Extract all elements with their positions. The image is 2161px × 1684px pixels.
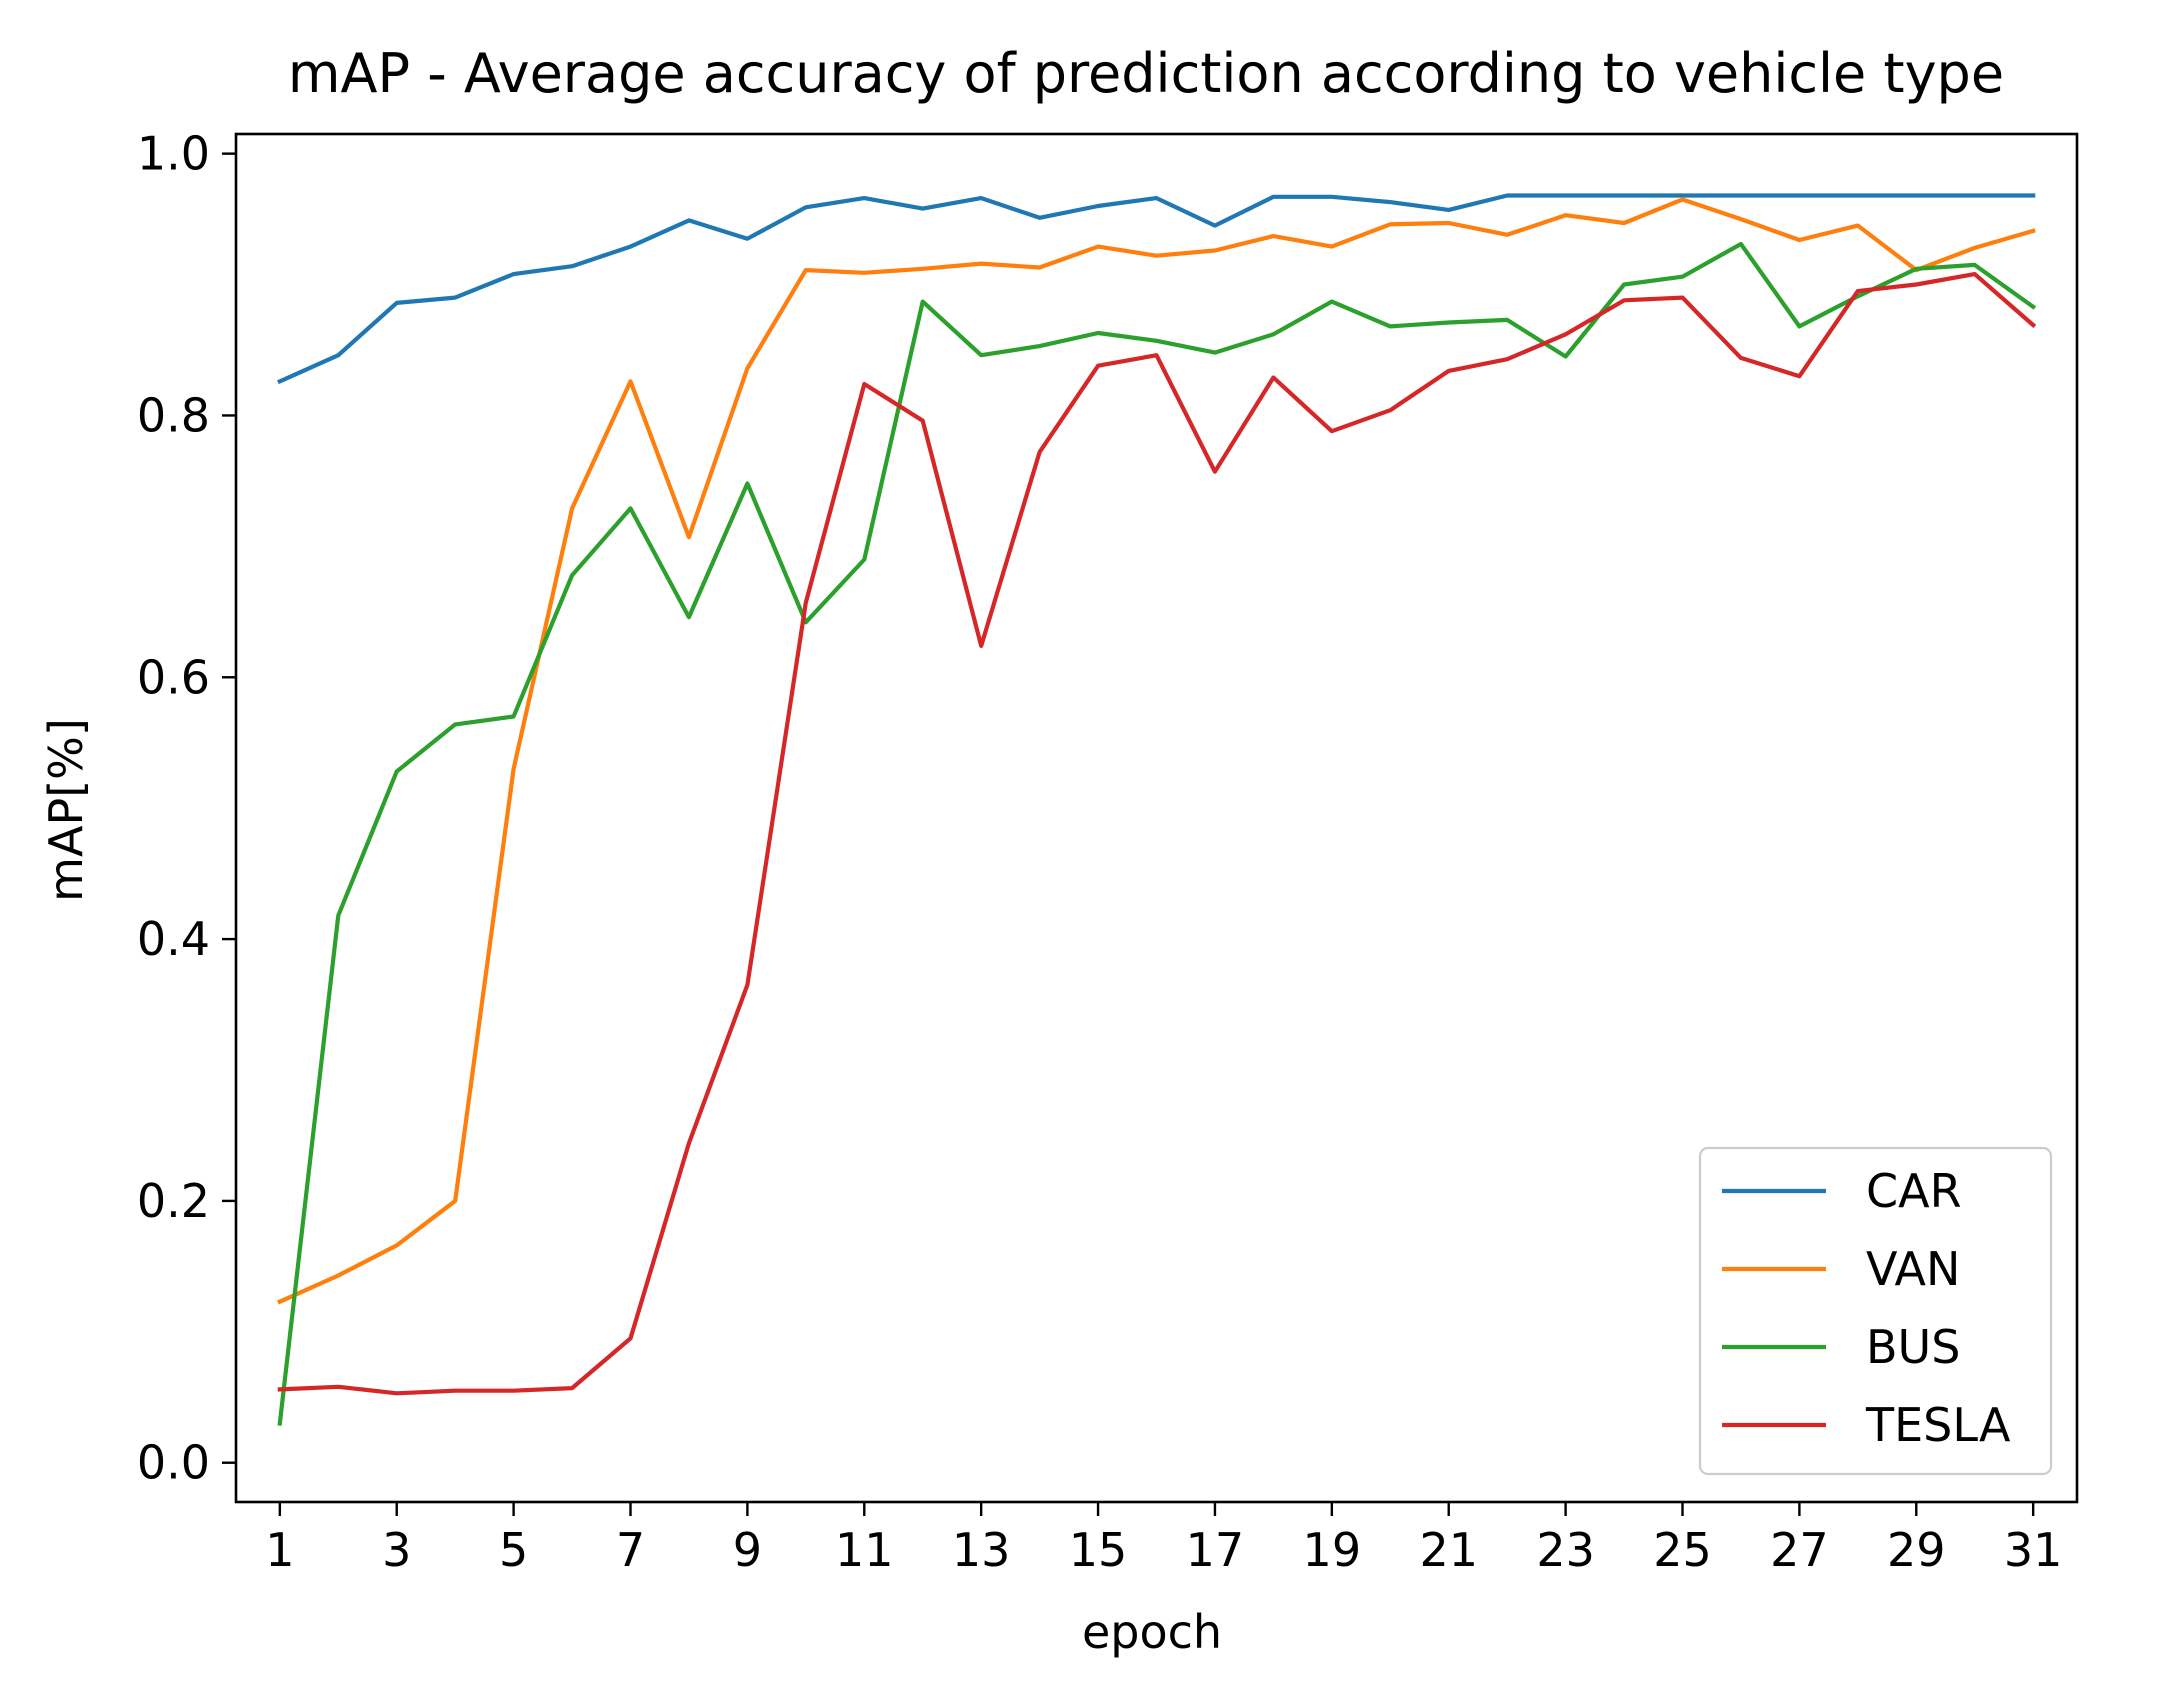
x-tick-label: 3 [382, 1523, 411, 1577]
legend: CAR VAN BUS TESLA [1698, 1146, 2053, 1476]
x-tick-label: 15 [1069, 1523, 1128, 1577]
series-line-tesla [277, 272, 2037, 1396]
x-tick-label: 17 [1186, 1523, 1245, 1577]
series-line-bus [277, 241, 2037, 1426]
y-tick-label: 0.2 [137, 1174, 210, 1228]
x-tick-label: 25 [1653, 1523, 1712, 1577]
series-line-car [277, 193, 2036, 385]
legend-frame [1698, 1146, 2053, 1476]
legend-label-car: CAR [1866, 1164, 1962, 1218]
y-tick-label: 0.8 [137, 388, 210, 442]
axes-frame [234, 132, 2079, 1504]
legend-label-van: VAN [1866, 1242, 1960, 1296]
x-tick-label: 27 [1770, 1523, 1829, 1577]
x-tick-label: 11 [835, 1523, 894, 1577]
plot-area: 1 3 5 7 9 11 13 15 17 19 21 23 25 27 29 310.00.20.40.60… [137, 127, 2079, 1577]
x-tick-label: 9 [733, 1523, 762, 1577]
y-tick-label: 0.4 [137, 912, 210, 966]
x-tick-label: 19 [1303, 1523, 1362, 1577]
y-tick-label: 1.0 [137, 127, 210, 181]
x-tick-label: 21 [1419, 1523, 1478, 1577]
y-axis-label: mAP[%] [39, 718, 93, 902]
y-tick-label: 0.6 [137, 650, 210, 704]
x-tick-label: 13 [952, 1523, 1011, 1577]
x-tick-label: 7 [616, 1523, 645, 1577]
y-tick-label: 0.0 [137, 1436, 210, 1490]
legend-label-tesla: TESLA [1865, 1398, 2011, 1452]
series-line-van [277, 197, 2036, 1305]
chart-title: mAP - Average accuracy of prediction acc… [288, 42, 2004, 105]
legend-label-bus: BUS [1866, 1320, 1960, 1374]
x-tick-label: 29 [1887, 1523, 1946, 1577]
x-tick-label: 5 [499, 1523, 528, 1577]
x-tick-label: 31 [2004, 1523, 2063, 1577]
x-tick-label: 23 [1536, 1523, 1595, 1577]
x-axis-label: epoch [1082, 1605, 1222, 1659]
x-tick-label: 1 [265, 1523, 294, 1577]
